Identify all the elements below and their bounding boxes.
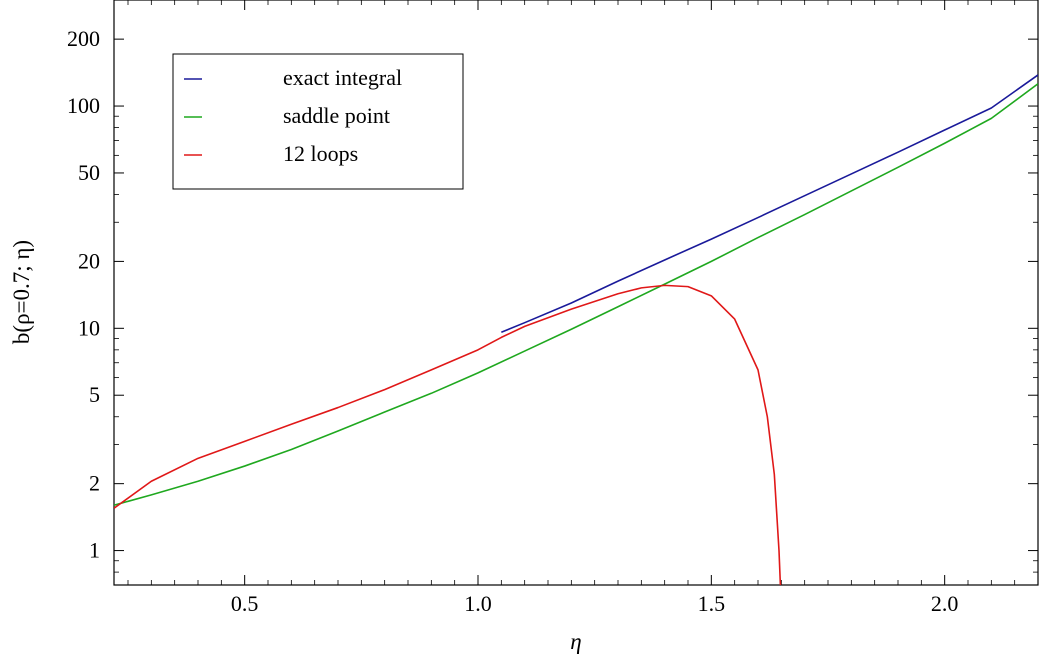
legend-label: saddle point [283, 103, 390, 128]
legend-label: 12 loops [283, 141, 358, 166]
y-tick-labels: 1 2 5 10 20 50 100 200 [67, 26, 100, 562]
y-tick-label: 10 [78, 315, 100, 340]
minor-ticks [114, 0, 1039, 586]
series-lines [114, 74, 1038, 585]
x-axis-label: η [570, 629, 581, 654]
x-tick-label: 2.0 [931, 591, 959, 616]
legend-label: exact integral [283, 65, 402, 90]
y-axis-label: b(ρ=0.7; η) [9, 240, 34, 344]
y-tick-label: 200 [67, 26, 100, 51]
y-tick-label: 20 [78, 248, 100, 273]
x-tick-label: 1.5 [698, 591, 726, 616]
legend: exact integral saddle point 12 loops [172, 53, 464, 190]
x-tick-label: 0.5 [231, 591, 259, 616]
y-tick-label: 1 [89, 538, 100, 563]
series-line-2 [114, 83, 1038, 506]
x-tick-labels: 0.5 1.0 1.5 2.0 [231, 591, 959, 616]
y-tick-label: 2 [89, 471, 100, 496]
legend-box [172, 53, 464, 190]
y-tick-label: 100 [67, 93, 100, 118]
x-tick-label: 1.0 [464, 591, 492, 616]
legend-entries: exact integral saddle point 12 loops [184, 65, 402, 166]
plot-frame [113, 0, 1039, 586]
major-ticks [114, 0, 1038, 585]
y-tick-label: 50 [78, 160, 100, 185]
series-line-3 [114, 284, 782, 585]
y-tick-label: 5 [89, 382, 100, 407]
series-line-1 [501, 74, 1038, 333]
